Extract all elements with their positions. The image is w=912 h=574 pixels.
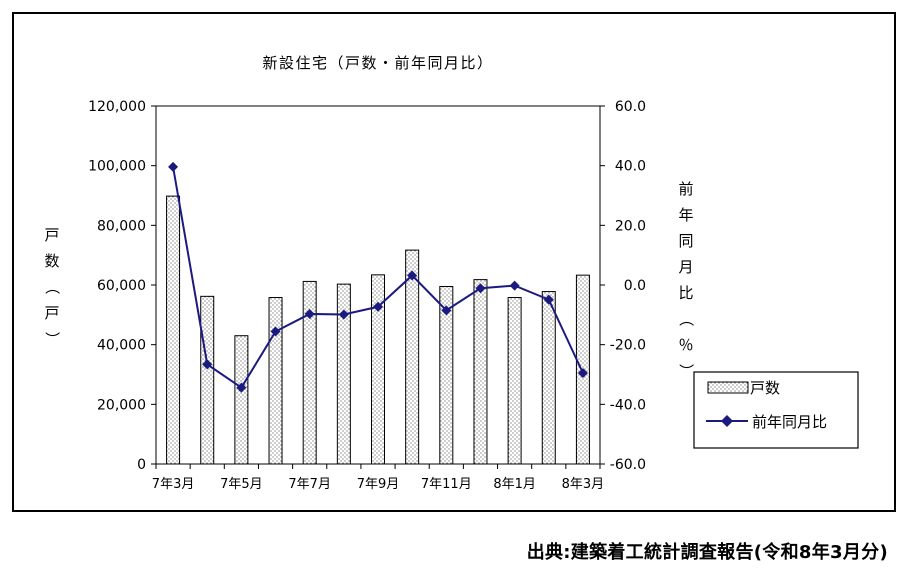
x-tick-label: 7年9月 <box>357 477 400 492</box>
y-left-tick-label: 20,000 <box>97 397 146 413</box>
axis-label-char: 戸 <box>44 226 59 244</box>
line-marker <box>543 294 554 305</box>
bar <box>473 279 488 465</box>
line-marker <box>577 368 588 379</box>
line-marker <box>236 382 247 393</box>
y-right-tick-label: -40.0 <box>610 397 646 413</box>
x-tick-label: 8年3月 <box>562 477 605 492</box>
y-right-tick-label: -20.0 <box>610 338 646 354</box>
chart-frame: 新設住宅（戸数・前年同月比） 120,000 100,000 80,000 60,00… <box>12 12 896 512</box>
y-right-tick-label: 60.0 <box>615 99 646 115</box>
x-tick-label: 7年7月 <box>288 477 331 492</box>
x-tick-label: 8年1月 <box>493 477 536 492</box>
bar <box>336 283 351 465</box>
legend-line-label: 前年同月比 <box>752 413 827 431</box>
bar <box>234 335 249 465</box>
plot-area: 120,000 100,000 80,000 60,000 40,000 20,000 0 6… <box>88 99 646 492</box>
axis-label-char: ） <box>43 331 61 346</box>
axis-label-char: 月 <box>678 258 693 276</box>
y-left-tick-label: 60,000 <box>97 278 146 294</box>
legend-bar-label: 戸数 <box>750 379 780 397</box>
axis-label-char: ％ <box>678 336 693 354</box>
line-marker <box>441 305 452 316</box>
line-marker <box>270 326 281 337</box>
y-right-tick-label: -60.0 <box>610 457 646 473</box>
line-marker <box>373 301 383 312</box>
y-left-tick-label: 120,000 <box>88 99 146 115</box>
bar <box>507 297 522 465</box>
bar <box>268 297 283 465</box>
chart-title: 新設住宅（戸数・前年同月比） <box>262 54 493 72</box>
y-left-tick-label: 0 <box>137 457 146 473</box>
line-marker <box>304 308 315 319</box>
axis-label-char: ） <box>677 363 695 378</box>
y-left-tick-label: 100,000 <box>88 159 146 175</box>
y-left-axis-label: 戸数（戸） <box>43 226 61 347</box>
line-marker <box>475 283 486 294</box>
axis-label-char: 数 <box>44 252 59 270</box>
x-tick-label: 7年3月 <box>152 477 195 492</box>
legend-bar-swatch <box>707 381 749 394</box>
source-note: 出典:建築着工統計調査報告(令和8年3月分) <box>526 542 888 563</box>
bar <box>371 274 385 465</box>
y-right-tick-label: 40.0 <box>615 159 646 175</box>
x-tick-label: 7年11月 <box>421 477 472 492</box>
y-right-axis-label: 前年同月比 （ ％ ） <box>677 180 695 379</box>
bar <box>405 249 420 465</box>
y-left-tick-label: 40,000 <box>97 338 146 354</box>
bar <box>200 295 215 465</box>
line-marker <box>168 161 179 172</box>
y-right-tick-label: 20.0 <box>615 218 646 234</box>
x-tick-label: 7年5月 <box>220 477 263 492</box>
bar <box>439 285 454 465</box>
line-marker <box>509 280 520 291</box>
line-marker <box>407 270 418 281</box>
axis-label-char: 同 <box>678 232 693 250</box>
legend-line-marker <box>721 415 733 427</box>
chart-svg: 新設住宅（戸数・前年同月比） 120,000 100,000 80,000 60,00… <box>43 54 859 492</box>
axis-label-char: （ <box>677 311 695 326</box>
axis-label-char: （ <box>43 279 61 294</box>
axis-label-char: 年 <box>678 206 693 224</box>
line-marker <box>338 309 349 320</box>
axis-label-char: 前 <box>678 180 693 198</box>
bar <box>541 291 556 465</box>
y-left-tick-label: 80,000 <box>97 218 146 234</box>
bar <box>166 195 181 465</box>
axis-label-char: 比 <box>678 284 693 302</box>
y-right-tick-label: 0.0 <box>624 278 646 294</box>
axis-label-char: 戸 <box>44 304 59 322</box>
line-marker <box>202 359 213 370</box>
bar <box>302 280 317 465</box>
legend: 戸数 前年同月比 <box>693 371 859 449</box>
